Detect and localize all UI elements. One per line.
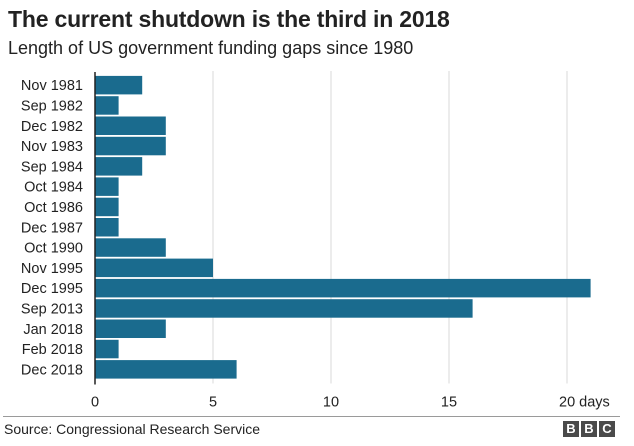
category-label: Nov 1995 (21, 261, 83, 277)
category-label: Oct 1984 (24, 180, 83, 196)
category-label: Dec 1987 (21, 220, 83, 236)
category-label: Sep 1982 (21, 98, 83, 114)
x-tick-label: 15 (441, 395, 457, 411)
bar (95, 339, 119, 359)
footer-divider (3, 416, 620, 417)
category-label: Dec 1982 (21, 119, 83, 135)
bar (95, 218, 119, 237)
bar (95, 136, 166, 156)
bbc-logo-letter: B (563, 421, 579, 437)
category-label: Nov 1983 (21, 139, 83, 155)
category-label: Jan 2018 (23, 322, 83, 338)
chart-title: The current shutdown is the third in 201… (8, 6, 450, 32)
x-tick-label: 10 (323, 395, 339, 411)
category-label: Oct 1990 (24, 241, 83, 257)
bar (95, 360, 237, 379)
bar (95, 278, 591, 298)
bar (95, 75, 143, 95)
bar (95, 157, 143, 176)
category-label: Feb 2018 (22, 342, 83, 358)
x-tick-label: 5 (209, 395, 217, 411)
bar (95, 319, 166, 338)
bbc-logo-letter: C (599, 421, 615, 437)
category-label: Sep 1984 (21, 159, 83, 175)
x-tick-label: 0 (91, 395, 99, 411)
bar (95, 299, 473, 318)
bar (95, 96, 119, 115)
category-label: Dec 1995 (21, 281, 83, 297)
bar (95, 177, 119, 196)
category-label: Oct 1986 (24, 200, 83, 216)
source-note: Source: Congressional Research Service (4, 421, 261, 437)
bbc-logo: B B C (563, 421, 615, 437)
chart-subtitle: Length of US government funding gaps sin… (8, 38, 414, 58)
bar (95, 258, 213, 278)
category-label: Sep 2013 (21, 301, 83, 317)
category-label: Nov 1981 (21, 78, 83, 94)
bar (95, 197, 119, 217)
x-tick-label: 20 days (559, 395, 610, 411)
category-label: Dec 2018 (21, 362, 83, 378)
bar (95, 116, 166, 135)
bar (95, 238, 166, 257)
bbc-logo-letter: B (581, 421, 597, 437)
